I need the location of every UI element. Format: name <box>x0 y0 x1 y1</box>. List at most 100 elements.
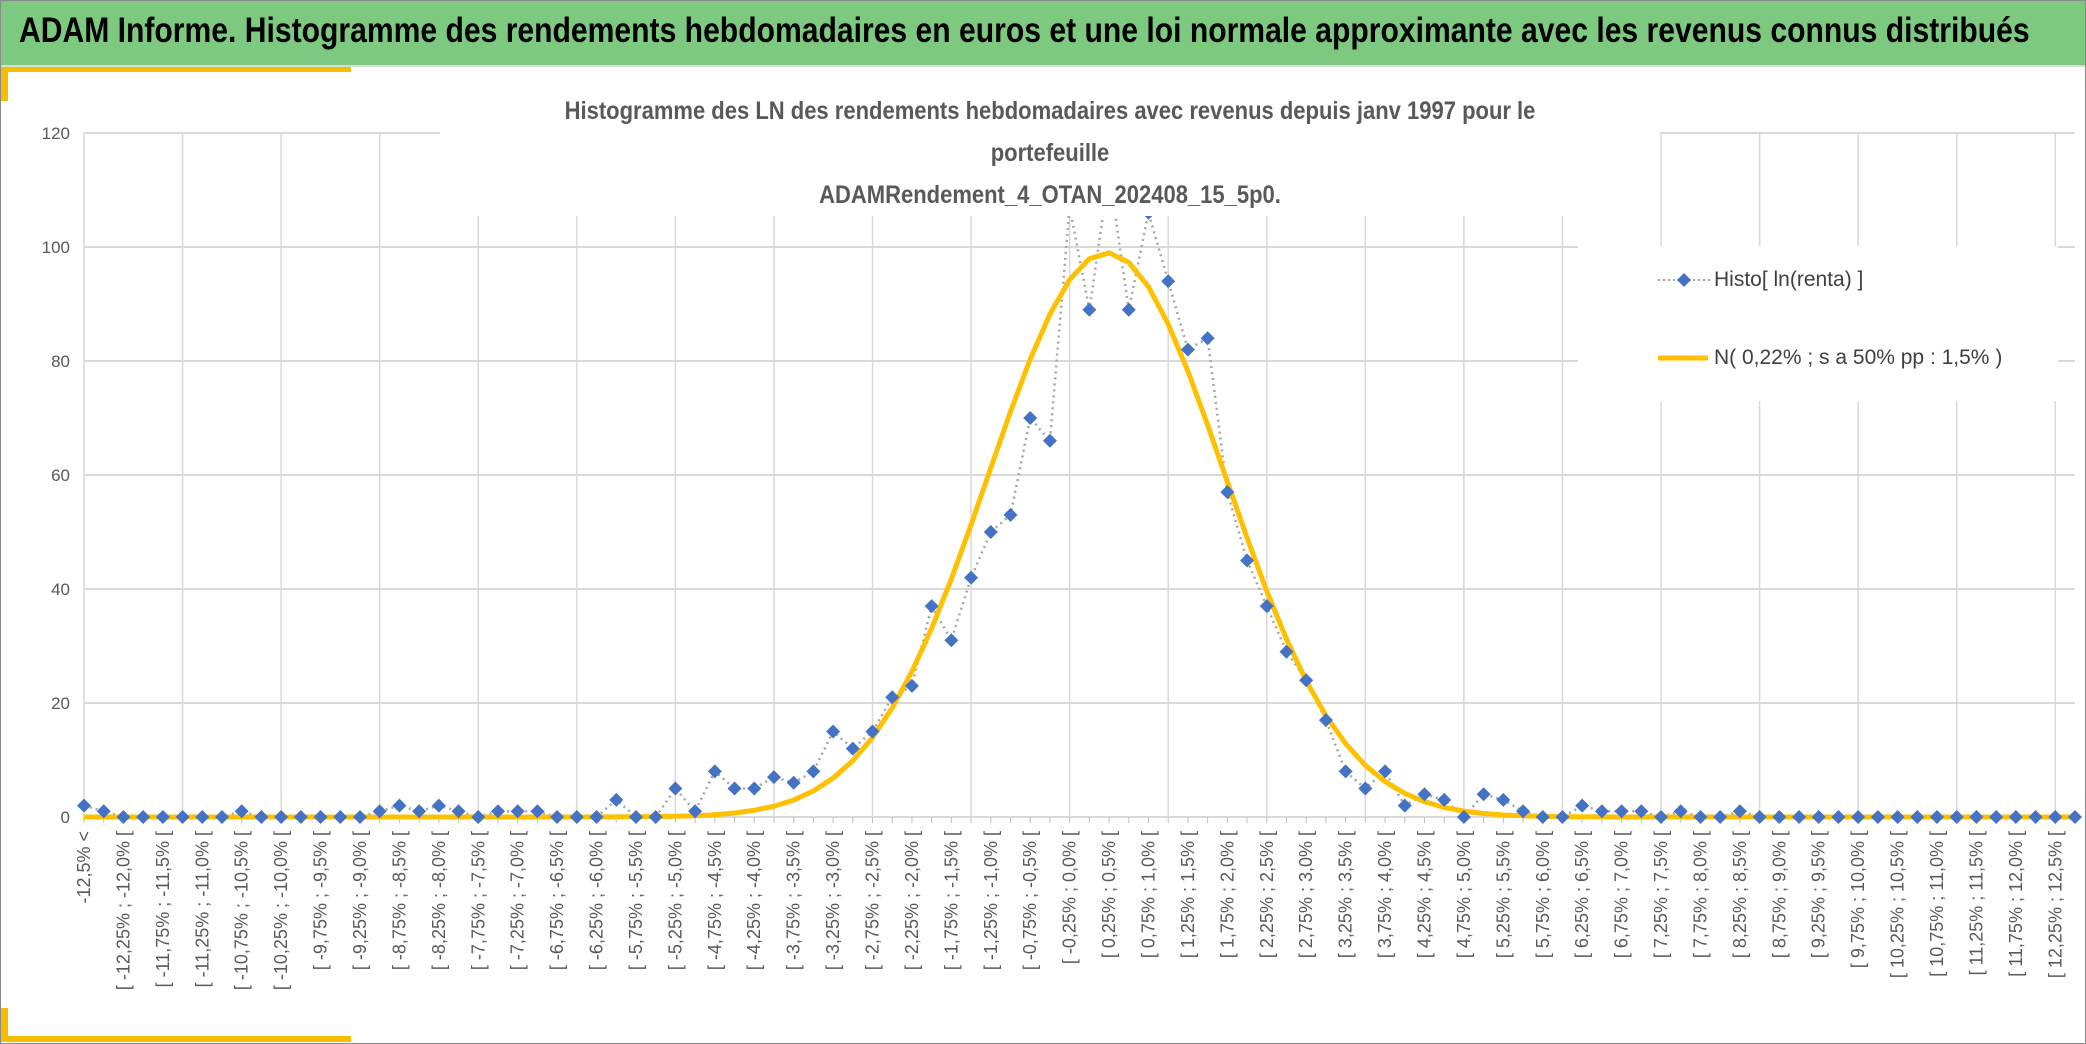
x-tick-label: [ 3,75% ; 4,0% [ <box>1375 831 1395 958</box>
data-point-marker <box>727 781 742 796</box>
x-tick-label: [ 11,75% ; 12,0% [ <box>2006 831 2026 977</box>
data-point-marker <box>2028 810 2043 824</box>
x-tick-label: [ -12,25% ; -12,0% [ <box>113 831 133 990</box>
data-point-marker <box>254 810 269 824</box>
x-tick-label: [ -6,75% ; -6,5% [ <box>547 831 567 970</box>
data-point-marker <box>1437 792 1452 807</box>
data-point-marker <box>510 804 525 819</box>
x-tick-label: [ -9,25% ; -9,0% [ <box>350 831 370 970</box>
data-point-marker <box>136 810 151 824</box>
data-point-marker <box>1417 787 1432 802</box>
data-point-marker <box>1949 810 1964 824</box>
x-tick-label: [ 11,25% ; 11,5% [ <box>1966 831 1986 975</box>
x-tick-label: [ -0,75% ; -0,5% [ <box>1020 831 1040 970</box>
data-point-marker <box>766 770 781 785</box>
data-point-marker <box>1870 810 1885 824</box>
legend-item-histo: Histo[ ln(renta) ] <box>1658 268 1863 292</box>
data-point-marker <box>747 781 762 796</box>
series-normal-curve <box>84 250 2075 820</box>
data-point-marker <box>865 724 880 739</box>
data-point-marker <box>904 678 919 693</box>
data-point-marker <box>1220 485 1235 500</box>
line-swatch-icon <box>1658 355 1708 361</box>
data-point-marker <box>1910 810 1925 824</box>
legend-label-histo: Histo[ ln(renta) ] <box>1714 268 1864 291</box>
x-tick-label: [ 2,25% ; 2,5% [ <box>1257 831 1277 958</box>
x-tick-label: [ -8,25% ; -8,0% [ <box>429 831 449 970</box>
data-point-marker <box>1476 787 1491 802</box>
x-tick-label: [ -1,75% ; -1,5% [ <box>941 831 961 970</box>
x-tick-label: [ 0,75% ; 1,0% [ <box>1138 831 1158 958</box>
data-point-marker <box>293 810 308 824</box>
diamond-marker-icon <box>1658 273 1710 287</box>
header-bar: ADAM Informe. Histogramme des rendements… <box>1 1 2085 67</box>
legend-item-normal: N( 0,22% ; s a 50% pp : 1,5% ) <box>1658 346 2002 370</box>
data-point-marker <box>155 810 170 824</box>
data-point-marker <box>1969 810 1984 824</box>
data-point-marker <box>1594 804 1609 819</box>
x-tick-label: [ -9,75% ; -9,5% [ <box>311 831 331 970</box>
accent-bar-left-bottom <box>1 1008 8 1042</box>
data-point-marker <box>1851 810 1866 824</box>
x-tick-label: -12,5% < <box>74 831 94 904</box>
data-point-marker <box>1890 810 1905 824</box>
legend-label-normal: N( 0,22% ; s a 50% pp : 1,5% ) <box>1714 346 2003 369</box>
x-tick-label: [ 5,75% ; 6,0% [ <box>1533 831 1553 958</box>
data-point-marker <box>1831 810 1846 824</box>
data-point-marker <box>490 804 505 819</box>
data-point-marker <box>845 741 860 756</box>
data-point-marker <box>1693 810 1708 824</box>
data-point-marker <box>1397 798 1412 813</box>
data-point-marker <box>1673 804 1688 819</box>
data-point-marker <box>1042 433 1057 448</box>
x-tick-label: [ -4,75% ; -4,5% [ <box>705 831 725 970</box>
data-point-marker <box>412 804 427 819</box>
x-tick-label: [ -5,75% ; -5,5% [ <box>626 831 646 970</box>
data-point-marker <box>668 781 683 796</box>
data-point-marker <box>431 798 446 813</box>
data-point-marker <box>1713 810 1728 824</box>
x-tick-label: [ -10,25% ; -10,0% [ <box>271 831 291 990</box>
x-tick-label: [ 0,25% ; 0,5% [ <box>1099 831 1119 958</box>
data-point-marker <box>2068 810 2082 824</box>
data-point-marker <box>1634 804 1649 819</box>
data-point-marker <box>2008 810 2023 824</box>
data-point-marker <box>964 570 979 585</box>
x-tick-label: [ 6,75% ; 7,0% [ <box>1612 831 1632 958</box>
data-point-marker <box>1358 781 1373 796</box>
x-tick-label: [ -0,25% ; 0,0% [ <box>1060 831 1080 964</box>
x-tick-label: [ 6,25% ; 6,5% [ <box>1572 831 1592 958</box>
data-point-marker <box>885 690 900 705</box>
x-tick-label: [ 5,25% ; 5,5% [ <box>1493 831 1513 958</box>
data-point-marker <box>1200 331 1215 346</box>
data-point-marker <box>1516 804 1531 819</box>
x-tick-label: [ 7,75% ; 8,0% [ <box>1690 831 1710 958</box>
data-point-marker <box>1752 810 1767 824</box>
data-point-marker <box>313 810 328 824</box>
page-title: ADAM Informe. Histogramme des rendements… <box>19 11 2030 50</box>
y-tick-label: 100 <box>42 238 70 257</box>
data-point-marker <box>175 810 190 824</box>
x-tick-label: [ -5,25% ; -5,0% [ <box>665 831 685 970</box>
data-point-marker <box>471 810 486 824</box>
y-tick-label: 80 <box>51 352 70 371</box>
accent-line-top <box>1 67 351 72</box>
chart-title-line2: ADAMRendement_4_OTAN_202408_15_5p0. <box>819 181 1281 209</box>
y-tick-label: 60 <box>51 466 70 485</box>
data-point-marker <box>1299 673 1314 688</box>
x-tick-label: [ 8,75% ; 9,0% [ <box>1769 831 1789 958</box>
data-point-marker <box>1082 302 1097 317</box>
data-point-marker <box>550 810 565 824</box>
x-tick-label: [ -11,25% ; -11,0% [ <box>192 831 212 987</box>
x-tick-label: [ -8,75% ; -8,5% [ <box>389 831 409 970</box>
data-point-marker <box>1772 810 1787 824</box>
y-tick-label: 20 <box>51 694 70 713</box>
x-tick-label: [ 9,25% ; 9,5% [ <box>1809 831 1829 958</box>
data-point-marker <box>1614 804 1629 819</box>
x-tick-label: [ -10,75% ; -10,5% [ <box>232 831 252 990</box>
chart-title-line1: Histogramme des LN des rendements hebdom… <box>564 97 1536 167</box>
x-tick-label: [ 1,75% ; 2,0% [ <box>1217 831 1237 958</box>
data-point-marker <box>1378 764 1393 779</box>
data-point-marker <box>1003 507 1018 522</box>
data-point-marker <box>1279 644 1294 659</box>
